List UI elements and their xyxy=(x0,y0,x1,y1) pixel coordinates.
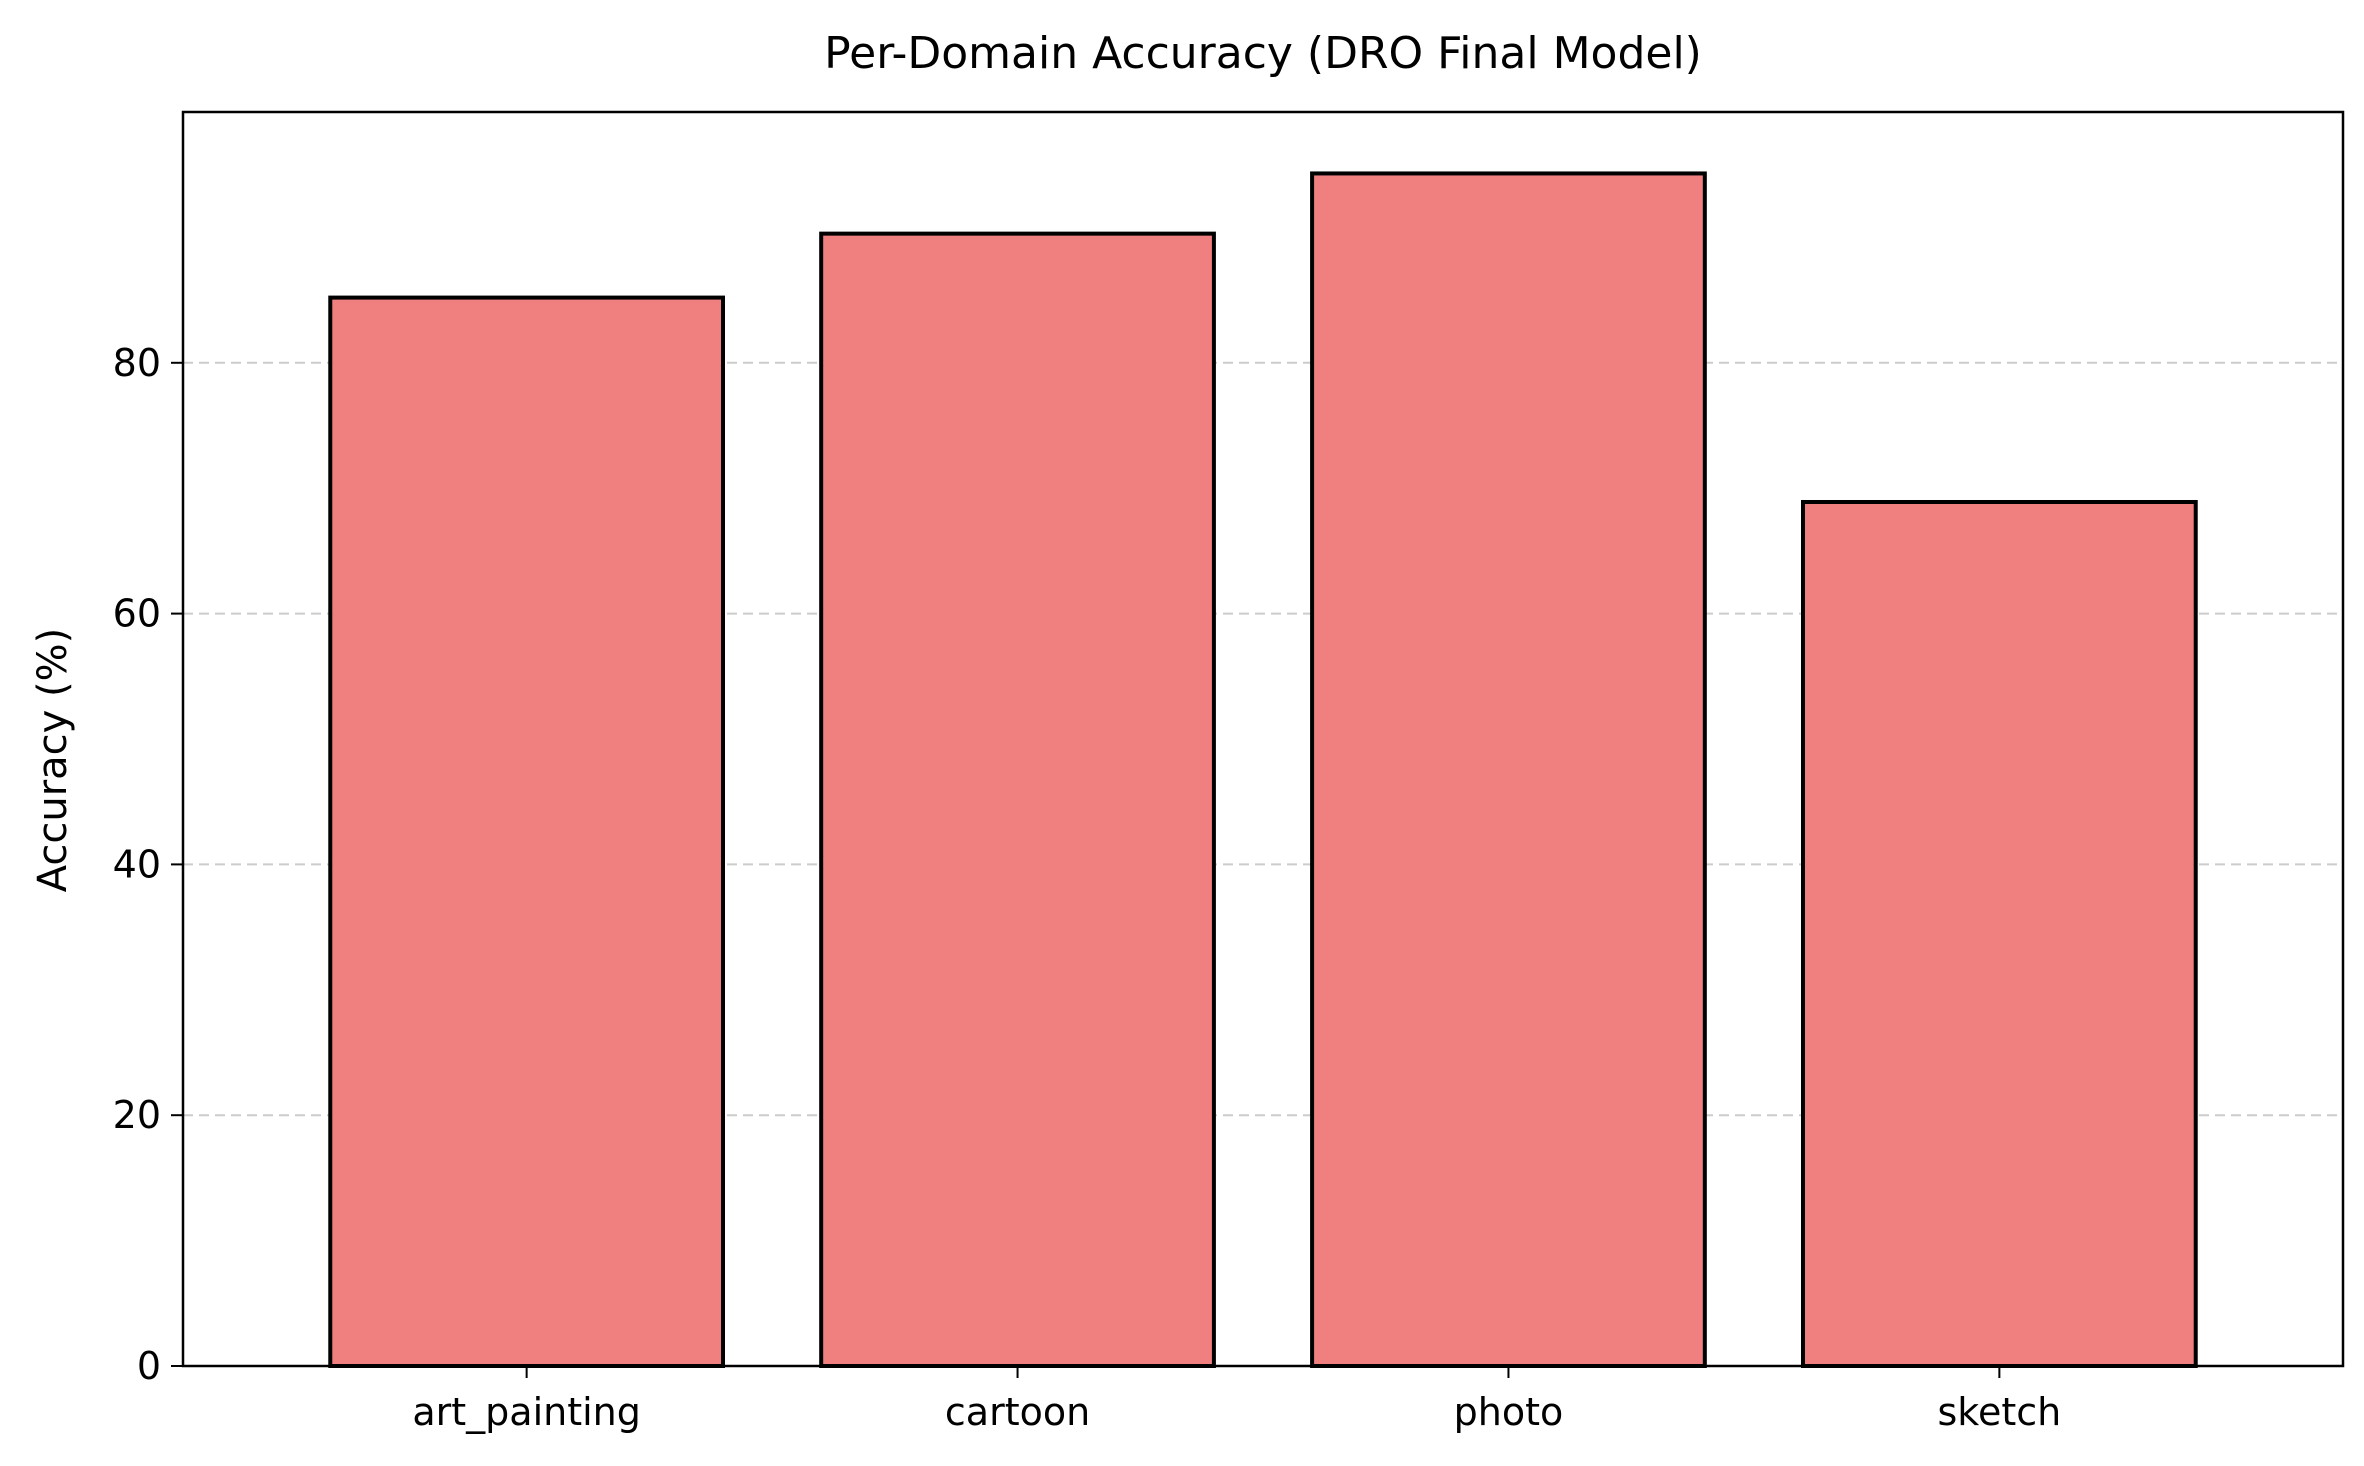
y-tick-label: 20 xyxy=(113,1093,161,1137)
y-tick-label: 0 xyxy=(137,1344,161,1388)
y-tick-label: 80 xyxy=(113,341,161,385)
bar-art-painting xyxy=(328,295,725,1368)
bar-cartoon xyxy=(819,231,1216,1369)
y-tick-label: 40 xyxy=(113,842,161,886)
bars xyxy=(328,171,2198,1369)
x-tick-label: photo xyxy=(1454,1390,1564,1434)
y-tick-label: 60 xyxy=(113,592,161,636)
bar-sketch xyxy=(1801,499,2198,1368)
x-tick-label: art_painting xyxy=(412,1390,641,1434)
plot-area-frame xyxy=(181,110,2345,1368)
y-axis-label: Accuracy (%) xyxy=(30,628,76,893)
x-axis-ticks: art_painting cartoon photo sketch xyxy=(412,1366,2061,1434)
x-tick-label: sketch xyxy=(1938,1390,2062,1434)
chart-title: Per-Domain Accuracy (DRO Final Model) xyxy=(824,28,1702,79)
y-axis-ticks: 0 20 40 60 80 xyxy=(113,341,183,1388)
bar-photo xyxy=(1310,171,1707,1368)
x-tick-label: cartoon xyxy=(945,1390,1090,1434)
